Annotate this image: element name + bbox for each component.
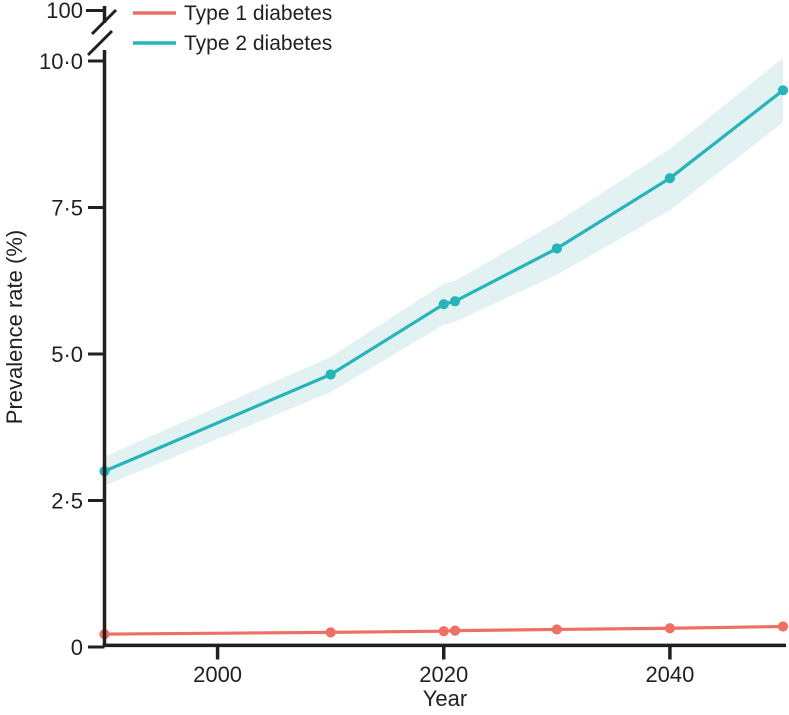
x-tick-label-2040: 2040: [645, 662, 694, 687]
confidence-band-type-2-diabetes: [104, 58, 783, 486]
legend: Type 1 diabetes Type 2 diabetes: [133, 2, 332, 55]
axes-layer: [86, 6, 786, 648]
data-point-type-1-diabetes-2020: [438, 626, 449, 637]
legend-item-type2: Type 2 diabetes: [133, 32, 332, 55]
axis-break-slash-lower-icon: [86, 29, 114, 57]
x-axis-title: Year: [423, 686, 467, 711]
y-tick-label-10·0: 10·0: [39, 49, 83, 74]
data-point-type-1-diabetes-2030: [551, 624, 562, 635]
legend-item-type1: Type 1 diabetes: [133, 2, 332, 25]
data-point-type-2-diabetes-2010: [325, 369, 336, 380]
data-point-type-1-diabetes-2021: [449, 625, 461, 636]
data-point-type-1-diabetes-2010: [325, 627, 336, 638]
tick-labels-layer: 0 2·5 5·0 7·5 10·0 100 2000 2020 2040: [39, 0, 694, 687]
axis-break-slash-upper-icon: [90, 8, 118, 36]
x-tick-label-2000: 2000: [193, 662, 242, 687]
y-tick-label-0: 0: [71, 635, 83, 660]
legend-label-type1: Type 1 diabetes: [184, 2, 332, 25]
y-tick-label-5·0: 5·0: [51, 342, 83, 367]
y-tick-label-7·5: 7·5: [51, 196, 83, 221]
data-point-type-2-diabetes-2020: [438, 299, 449, 310]
data-point-type-2-diabetes-2021: [449, 296, 461, 307]
data-point-type-2-diabetes-2040: [664, 173, 676, 184]
data-point-type-1-diabetes-2040: [664, 623, 676, 634]
confidence-band-layer: [104, 58, 783, 486]
x-tick-label-2020: 2020: [419, 662, 468, 687]
y-tick-label-2·5: 2·5: [51, 489, 83, 514]
data-point-type-2-diabetes-2050: [777, 85, 789, 96]
y-tick-label-above-break: 100: [46, 0, 83, 23]
ticks-layer: [86, 9, 672, 660]
data-point-type-1-diabetes-2050: [777, 621, 789, 632]
legend-label-type2: Type 2 diabetes: [184, 32, 332, 55]
y-axis-title: Prevalence rate (%): [2, 230, 27, 424]
data-point-type-2-diabetes-2030: [551, 243, 562, 254]
